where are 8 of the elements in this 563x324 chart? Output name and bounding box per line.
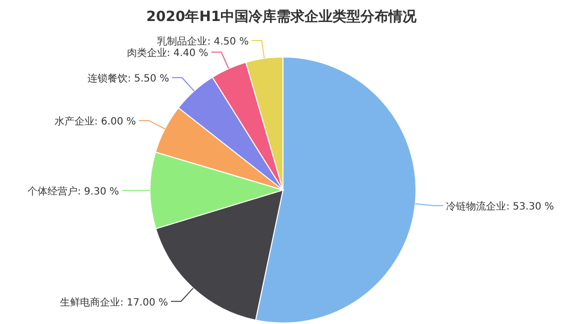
slice-label: 生鲜电商企业: 17.00 %	[60, 296, 168, 308]
slice-label: 冷链物流企业: 53.30 %	[446, 200, 554, 213]
slice-label: 肉类企业: 4.40 %	[126, 47, 208, 60]
slice-label: 水产企业: 6.00 %	[54, 116, 136, 128]
chart-title: 2020年H1中国冷库需求企业类型分布情况	[145, 8, 418, 26]
slice-label: 连锁餐饮: 5.50 %	[88, 72, 170, 85]
slice-label: 个体经营户: 9.30 %	[28, 185, 119, 198]
slice-label: 乳制品企业: 4.50 %	[157, 36, 249, 48]
